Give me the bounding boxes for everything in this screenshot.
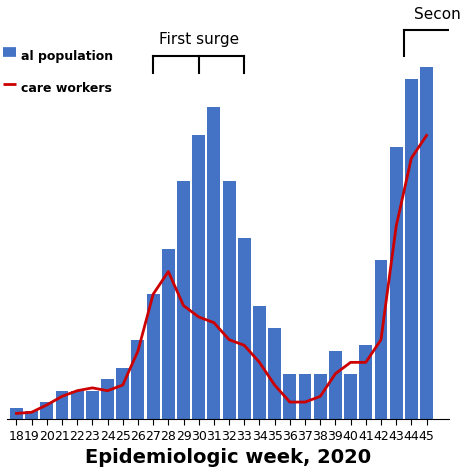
Bar (283, 374, 296, 419)
Bar (177, 181, 190, 419)
Bar (162, 249, 175, 419)
Bar (420, 67, 433, 419)
Bar (40, 402, 53, 419)
Bar (10, 408, 23, 419)
Bar (223, 181, 236, 419)
Bar (268, 328, 281, 419)
Bar (390, 147, 402, 419)
Bar (329, 351, 342, 419)
Bar (192, 136, 205, 419)
Text: First surge: First surge (159, 33, 239, 47)
X-axis label: Epidemiologic week, 2020: Epidemiologic week, 2020 (85, 448, 372, 467)
Bar (116, 368, 129, 419)
Bar (71, 391, 83, 419)
Text: care workers: care workers (20, 82, 111, 94)
Bar (86, 391, 99, 419)
Bar (299, 374, 311, 419)
Bar (344, 374, 357, 419)
Bar (101, 379, 114, 419)
Bar (253, 306, 266, 419)
Bar (146, 294, 160, 419)
Bar (405, 79, 418, 419)
Bar (208, 107, 220, 419)
Bar (55, 391, 68, 419)
Bar (359, 346, 372, 419)
Bar (238, 237, 251, 419)
Bar (25, 410, 38, 419)
Text: al population: al population (20, 50, 113, 63)
Bar (374, 260, 387, 419)
Text: Secon: Secon (414, 7, 461, 22)
Bar (131, 340, 145, 419)
Bar (314, 374, 327, 419)
